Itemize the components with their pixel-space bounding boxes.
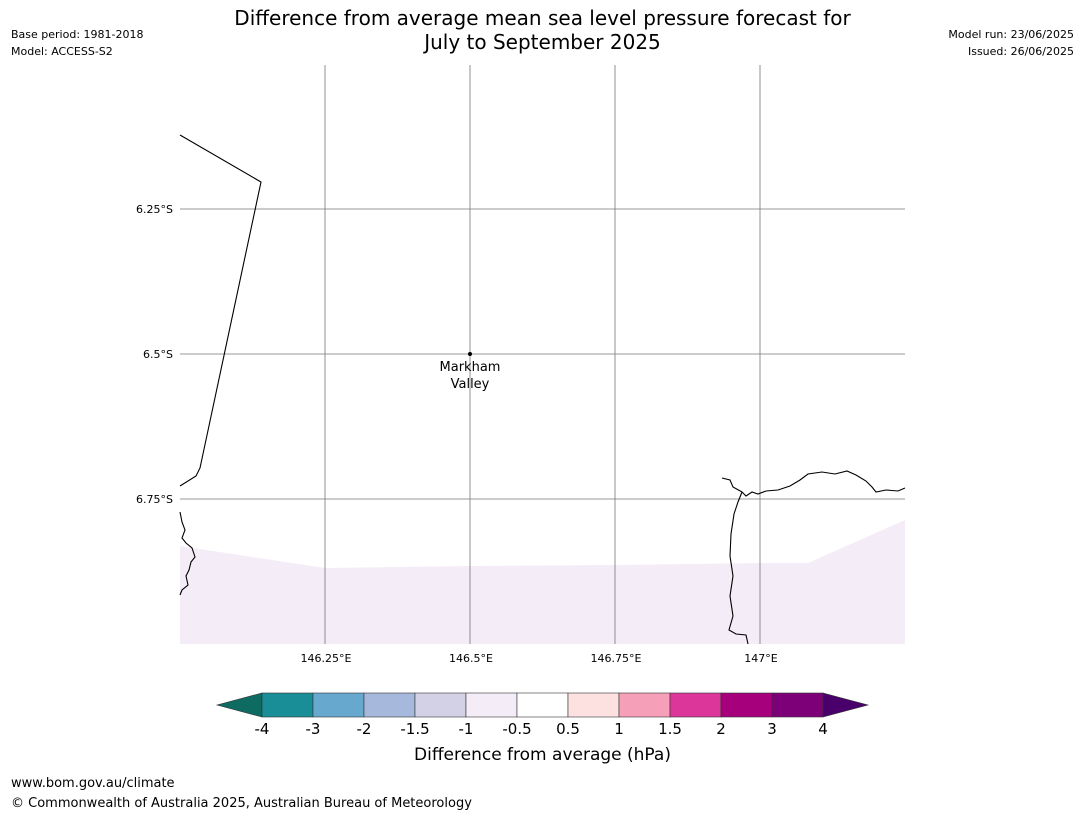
colorbar-tick-label: -2: [356, 720, 372, 738]
lon-label: 146.25°E: [301, 652, 352, 665]
colorbar-tick-label: 0.5: [556, 720, 580, 738]
footer-copyright: © Commonwealth of Australia 2025, Austra…: [11, 796, 472, 811]
lat-label: 6.5°S: [143, 348, 173, 361]
coastline-right: [721, 470, 906, 497]
colorbar-swatch: [567, 692, 620, 718]
colorbar-swatch: [771, 692, 824, 718]
colorbar-tick-label: 3: [767, 720, 777, 738]
lon-label: 146.5°E: [449, 652, 493, 665]
lon-labels: 146.25°E 146.5°E 146.75°E 147°E: [301, 652, 778, 665]
colorbar-tick-label: 4: [818, 720, 828, 738]
colorbar-ticks: -4 -3 -2 -1.5 -1 -0.5 0.5 1 1.5 2 3 4: [0, 720, 1085, 740]
lon-label: 147°E: [744, 652, 777, 665]
colorbar-tick-label: 1: [614, 720, 624, 738]
colorbar-tick-label: -1.5: [400, 720, 430, 738]
model-name: Model: ACCESS-S2: [11, 45, 113, 58]
meta-left: Base period: 1981-2018 Model: ACCESS-S2: [11, 26, 143, 60]
place-label-line-1: Markham: [440, 360, 501, 375]
place-label-line-2: Valley: [451, 377, 490, 392]
colorbar-tick-label: -4: [254, 720, 270, 738]
footer-url[interactable]: www.bom.gov.au/climate: [11, 776, 175, 791]
footer: www.bom.gov.au/climate © Commonwealth of…: [11, 774, 472, 814]
model-run: Model run: 23/06/2025: [948, 28, 1074, 41]
meta-right: Model run: 23/06/2025 Issued: 26/06/2025: [948, 26, 1074, 60]
colorbar-tick-label: 1.5: [658, 720, 682, 738]
coastline: [179, 470, 906, 645]
colorbar-swatch: [261, 692, 314, 718]
colorbar-tick-label: -0.5: [502, 720, 532, 738]
colorbar: [215, 692, 870, 718]
markham-valley-marker: [468, 352, 472, 356]
lon-label: 146.75°E: [591, 652, 642, 665]
title-line-1: Difference from average mean sea level p…: [234, 6, 851, 30]
colorbar-under-arrow: [215, 692, 263, 718]
colorbar-swatch: [465, 692, 518, 718]
colorbar-over-arrow: [822, 692, 870, 718]
lat-label: 6.25°S: [136, 203, 173, 216]
map-gridlines: [180, 65, 905, 644]
chart-title: Difference from average mean sea level p…: [0, 6, 1085, 54]
colorbar-swatch: [720, 692, 773, 718]
colorbar-tick-label: -1: [458, 720, 474, 738]
colorbar-swatch: [618, 692, 671, 718]
lat-labels: 6.25°S 6.5°S 6.75°S: [136, 203, 173, 506]
colorbar-swatch: [414, 692, 467, 718]
title-line-2: July to September 2025: [424, 30, 661, 54]
river-channel: [728, 491, 749, 645]
issued-date: Issued: 26/06/2025: [967, 45, 1074, 58]
colorbar-swatch: [363, 692, 416, 718]
colorbar-swatch: [516, 692, 569, 718]
forecast-shaded-region: [180, 520, 905, 644]
colorbar-tick-label: -3: [305, 720, 321, 738]
coastline-left: [179, 511, 196, 596]
colorbar-label: Difference from average (hPa): [414, 745, 671, 765]
lat-label: 6.75°S: [136, 493, 173, 506]
colorbar-swatch: [312, 692, 365, 718]
colorbar-swatch: [669, 692, 722, 718]
boundary-line: [179, 134, 262, 487]
base-period: Base period: 1981-2018: [11, 28, 144, 41]
colorbar-tick-label: 2: [716, 720, 726, 738]
